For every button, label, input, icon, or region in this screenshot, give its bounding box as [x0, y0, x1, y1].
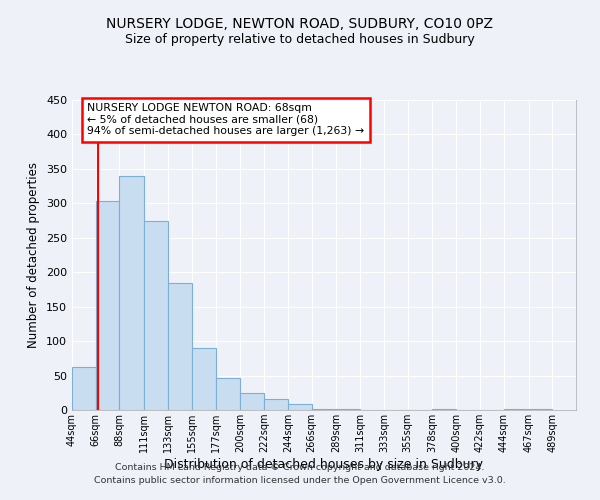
Bar	[168, 282, 192, 410]
Bar	[503, 408, 529, 410]
Bar	[119, 176, 145, 410]
Y-axis label: Number of detached properties: Number of detached properties	[28, 162, 40, 348]
Bar	[96, 202, 119, 410]
Bar	[215, 378, 241, 410]
Bar	[145, 220, 168, 410]
Bar	[288, 404, 311, 410]
Text: NURSERY LODGE, NEWTON ROAD, SUDBURY, CO10 0PZ: NURSERY LODGE, NEWTON ROAD, SUDBURY, CO1…	[107, 18, 493, 32]
Bar	[241, 394, 264, 410]
X-axis label: Distribution of detached houses by size in Sudbury: Distribution of detached houses by size …	[164, 458, 484, 471]
Text: Contains public sector information licensed under the Open Government Licence v3: Contains public sector information licen…	[94, 476, 506, 485]
Bar	[264, 399, 288, 410]
Text: Size of property relative to detached houses in Sudbury: Size of property relative to detached ho…	[125, 32, 475, 46]
Bar	[72, 368, 96, 410]
Bar	[192, 348, 215, 410]
Text: Contains HM Land Registry data © Crown copyright and database right 2024.: Contains HM Land Registry data © Crown c…	[115, 464, 485, 472]
Text: NURSERY LODGE NEWTON ROAD: 68sqm
← 5% of detached houses are smaller (68)
94% of: NURSERY LODGE NEWTON ROAD: 68sqm ← 5% of…	[87, 103, 364, 136]
